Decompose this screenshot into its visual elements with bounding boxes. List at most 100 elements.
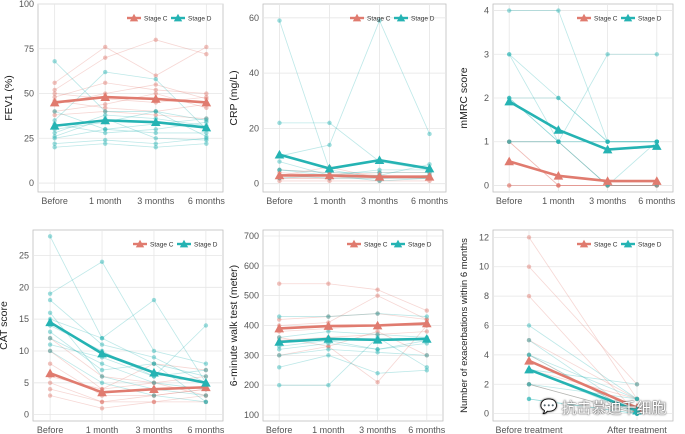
individual-point — [605, 139, 610, 144]
individual-point — [277, 167, 282, 173]
individual-point — [424, 353, 429, 358]
individual-point — [277, 382, 282, 388]
legend-key-marker — [135, 239, 145, 248]
individual-point — [203, 393, 209, 398]
individual-point — [556, 95, 561, 101]
y-tick-label: 75 — [24, 44, 34, 54]
individual-point — [507, 183, 512, 188]
individual-line — [279, 354, 427, 374]
individual-point — [204, 141, 209, 146]
series-line — [54, 119, 207, 129]
individual-line — [508, 97, 657, 143]
individual-point — [556, 183, 561, 188]
individual-line — [49, 299, 207, 384]
wechat-icon: 💬 — [540, 399, 558, 415]
individual-line — [279, 348, 427, 356]
individual-point — [424, 353, 429, 358]
individual-point — [377, 18, 382, 23]
legend-key-marker — [179, 239, 189, 248]
individual-line — [54, 61, 207, 121]
series-point — [45, 317, 55, 327]
individual-line — [50, 395, 206, 409]
individual-point — [556, 139, 561, 144]
individual-point — [375, 311, 380, 316]
individual-point — [99, 336, 105, 341]
x-tick-label: 1 month — [313, 196, 346, 206]
individual-point — [526, 264, 532, 269]
individual-point — [52, 87, 57, 93]
legend-key-marker — [352, 13, 362, 22]
individual-point — [204, 91, 209, 96]
y-axis-label: FEV1 (%) — [3, 75, 15, 121]
chart-panel-2: 0 20 40 60 Before 1 month 3 months 6 months CRP … — [228, 3, 449, 206]
y-axis-label: 6-minute walk test (meter) — [228, 265, 240, 386]
individual-line — [279, 313, 427, 320]
individual-point — [375, 347, 380, 352]
individual-line — [528, 354, 638, 400]
individual-line — [279, 19, 430, 157]
y-tick-label: 3 — [484, 49, 489, 59]
y-tick-label: 600 — [244, 261, 259, 271]
series-point — [602, 176, 613, 185]
individual-point — [52, 59, 57, 64]
series-point — [150, 117, 161, 127]
x-tick-label: 6 months — [408, 425, 446, 434]
individual-point — [204, 105, 209, 111]
chart-panel-6: 0 2 4 6 8 10 12 Before treatment After treatment… — [459, 229, 674, 434]
individual-point — [103, 127, 108, 132]
series-line — [508, 160, 657, 183]
series-point — [201, 97, 212, 107]
individual-point — [153, 109, 158, 114]
legend-label: Stage C — [594, 242, 618, 249]
series-point — [149, 367, 159, 377]
watermark-text: 抗击慕迪千细胞 — [561, 398, 667, 417]
y-axis-label: CAT score — [0, 301, 10, 350]
individual-point — [47, 291, 53, 296]
individual-line — [279, 172, 430, 176]
x-tick-label: 3 months — [359, 425, 397, 434]
y-tick-label: 25 — [19, 250, 29, 260]
legend-label: Stage C — [594, 16, 618, 23]
legend-key-marker — [623, 13, 633, 22]
individual-line — [528, 383, 638, 415]
series-line — [49, 321, 207, 385]
individual-point — [277, 314, 282, 319]
individual-point — [277, 365, 282, 370]
individual-point — [203, 367, 209, 373]
series-point — [524, 355, 534, 365]
individual-point — [99, 380, 105, 385]
individual-line — [279, 161, 430, 176]
individual-point — [99, 374, 105, 379]
series-point — [374, 155, 385, 165]
x-tick-label: Before — [266, 425, 293, 434]
legend-key-marker — [623, 239, 633, 248]
individual-point — [375, 287, 380, 292]
individual-point — [151, 361, 157, 366]
individual-point — [556, 139, 561, 144]
individual-point — [203, 399, 209, 405]
individual-line — [528, 398, 638, 415]
individual-point — [203, 393, 209, 398]
individual-line — [279, 331, 427, 341]
individual-point — [634, 396, 640, 402]
individual-point — [99, 342, 105, 347]
individual-point — [153, 145, 158, 150]
individual-point — [151, 380, 157, 385]
individual-point — [203, 399, 209, 405]
legend-label: Stage D — [188, 16, 212, 23]
individual-point — [204, 44, 209, 50]
individual-point — [151, 361, 157, 366]
y-axis-label: mMRC score — [458, 67, 470, 128]
y-axis-label: CRP (mg/L) — [228, 70, 240, 125]
individual-point — [99, 399, 105, 405]
individual-point — [47, 297, 53, 303]
individual-point — [153, 82, 158, 87]
individual-line — [509, 10, 657, 143]
individual-point — [507, 139, 512, 144]
individual-point — [99, 361, 105, 366]
individual-point — [326, 382, 331, 388]
series-point — [652, 141, 662, 150]
series-point — [374, 171, 385, 181]
y-tick-label: 10 — [479, 262, 489, 272]
individual-line — [508, 141, 657, 186]
